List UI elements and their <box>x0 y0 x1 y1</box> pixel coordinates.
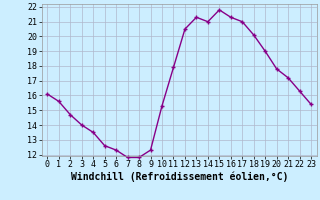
X-axis label: Windchill (Refroidissement éolien,°C): Windchill (Refroidissement éolien,°C) <box>70 172 288 182</box>
